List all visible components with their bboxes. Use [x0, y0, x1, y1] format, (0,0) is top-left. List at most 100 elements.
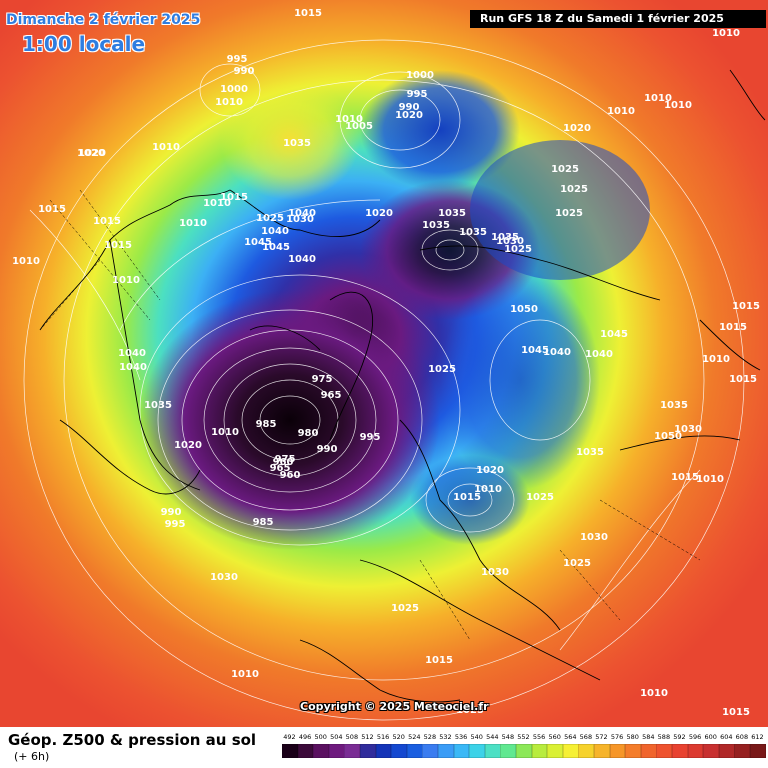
isobar-label: 1025 [555, 208, 583, 219]
scale-tick-label: 536 [454, 733, 468, 741]
isobar-label: 1000 [406, 70, 434, 81]
product-title: Géop. Z500 & pression au sol [8, 731, 257, 749]
color-scale-labels: 492 496 500 504 508 512 516 520 524 528 532 536 540 5… [282, 733, 768, 743]
isobar-label: 1020 [395, 110, 423, 121]
color-scale-bar [282, 744, 768, 758]
scale-tick-label: 592 [673, 733, 686, 741]
scale-swatch [469, 744, 486, 758]
isobar-label: 1000 [220, 84, 248, 95]
isobar-label: 1010 [179, 218, 207, 229]
isobar-label: 990 [161, 507, 182, 518]
isobar-label: 1015 [722, 707, 750, 718]
scale-swatch [500, 744, 517, 758]
isobar-label: 975 [312, 374, 333, 385]
isobar-label: 1020 [563, 123, 591, 134]
scale-tick-label: 600 [704, 733, 717, 741]
isobar-label: 1030 [496, 236, 524, 247]
scale-tick-label: 564 [564, 733, 577, 741]
scale-tick-label: 556 [532, 733, 546, 741]
isobar-label: 1020 [365, 208, 393, 219]
scale-swatch [422, 744, 439, 758]
isobar-label: 1005 [345, 121, 373, 132]
scale-tick-label: 580 [626, 733, 639, 741]
scale-swatch [360, 744, 376, 758]
isobar-label: 1015 [104, 240, 132, 251]
isobar-label: 1040 [288, 254, 316, 265]
scale-tick-label: 572 [595, 733, 608, 741]
scale-tick-label: 560 [548, 733, 561, 741]
isobar-label: 1015 [732, 301, 760, 312]
scale-tick-label: 492 [283, 733, 296, 741]
isobar-label: 1025 [456, 705, 484, 716]
isobar-label: 1010 [702, 354, 730, 365]
isobar-label: 1015 [729, 374, 757, 385]
scale-swatch [703, 744, 720, 758]
isobar-label: 1020 [78, 148, 106, 159]
isobar-label: 1010 [607, 106, 635, 117]
isobar-label: 1010 [335, 114, 363, 125]
isobar-label: 960 [280, 470, 301, 481]
model-run-label: Run GFS 18 Z du Samedi 1 février 2025 [470, 10, 766, 28]
isobar-label: 990 [234, 66, 255, 77]
scale-swatch [516, 744, 532, 758]
isobar-label: 1010 [211, 427, 239, 438]
scale-tick-label: 612 [751, 733, 764, 741]
isobar-label: 1035 [576, 447, 604, 458]
isobar-label: 1030 [481, 567, 509, 578]
isobar-label: 1010 [664, 100, 692, 111]
scale-swatch [750, 744, 766, 758]
isobar-label: 1015 [671, 472, 699, 483]
isobar-label: 1020 [77, 148, 105, 159]
scale-swatch [484, 744, 501, 758]
isobar-label: 1015 [38, 204, 66, 215]
isobar-label: 1035 [438, 208, 466, 219]
isobar-label: 1025 [551, 164, 579, 175]
isobar-label: 1050 [510, 304, 538, 315]
copyright-text: Copyright © 2025 Meteociel.fr [300, 700, 489, 713]
forecast-date: Dimanche 2 février 2025 [6, 12, 201, 28]
isobar-label: 975 [275, 454, 296, 465]
scale-tick-label: 552 [517, 733, 530, 741]
isobar-label: 1040 [543, 347, 571, 358]
scale-tick-label: 584 [642, 733, 655, 741]
scale-swatch [640, 744, 657, 758]
isobar-label: 1040 [585, 349, 613, 360]
scale-swatch [313, 744, 330, 758]
scale-tick-label: 568 [579, 733, 593, 741]
isobar-label: 985 [256, 419, 277, 430]
isobar-label: 1015 [294, 8, 322, 19]
scale-swatch [391, 744, 408, 758]
isobar-label: 1020 [476, 465, 504, 476]
isobar-label: 1010 [644, 93, 672, 104]
isobar-label: 1035 [491, 232, 519, 243]
scale-swatch [734, 744, 751, 758]
scale-tick-label: 532 [439, 733, 452, 741]
isobar-label: 1050 [654, 431, 682, 442]
scale-tick-label: 516 [376, 733, 390, 741]
isobar-label: 1025 [256, 213, 284, 224]
isobar-label: 1010 [474, 484, 502, 495]
scale-swatch [438, 744, 454, 758]
isobar-label: 995 [407, 89, 428, 100]
isobar-label: 995 [360, 432, 381, 443]
isobar-label: 1025 [526, 492, 554, 503]
scale-swatch [594, 744, 610, 758]
forecast-local-time: 1:00 locale [22, 32, 146, 56]
isobar-label: 1015 [719, 322, 747, 333]
isobar-label: 1035 [144, 400, 172, 411]
isobar-label: 1010 [712, 28, 740, 39]
isobar-label: 990 [399, 102, 420, 113]
isobar-label: 1010 [231, 669, 259, 680]
isobar-label: 960 [273, 457, 294, 468]
scale-tick-label: 528 [423, 733, 437, 741]
isobar-label: 1025 [391, 603, 419, 614]
isobar-label: 1040 [261, 226, 289, 237]
scale-swatch [672, 744, 688, 758]
isobar-label: 1030 [210, 572, 238, 583]
isobar-label: 965 [321, 390, 342, 401]
isobar-label: 980 [298, 428, 319, 439]
isobar-label: 990 [317, 444, 338, 455]
scale-swatch [625, 744, 642, 758]
scale-swatch [328, 744, 345, 758]
